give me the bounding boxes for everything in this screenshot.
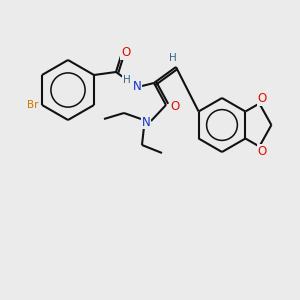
Text: H: H <box>123 75 131 85</box>
Text: O: O <box>258 145 267 158</box>
Text: Br: Br <box>27 100 39 110</box>
Text: O: O <box>122 46 130 59</box>
Text: O: O <box>258 92 267 105</box>
Text: H: H <box>169 53 177 63</box>
Text: O: O <box>170 100 180 112</box>
Text: N: N <box>133 80 141 92</box>
Text: N: N <box>142 116 150 128</box>
